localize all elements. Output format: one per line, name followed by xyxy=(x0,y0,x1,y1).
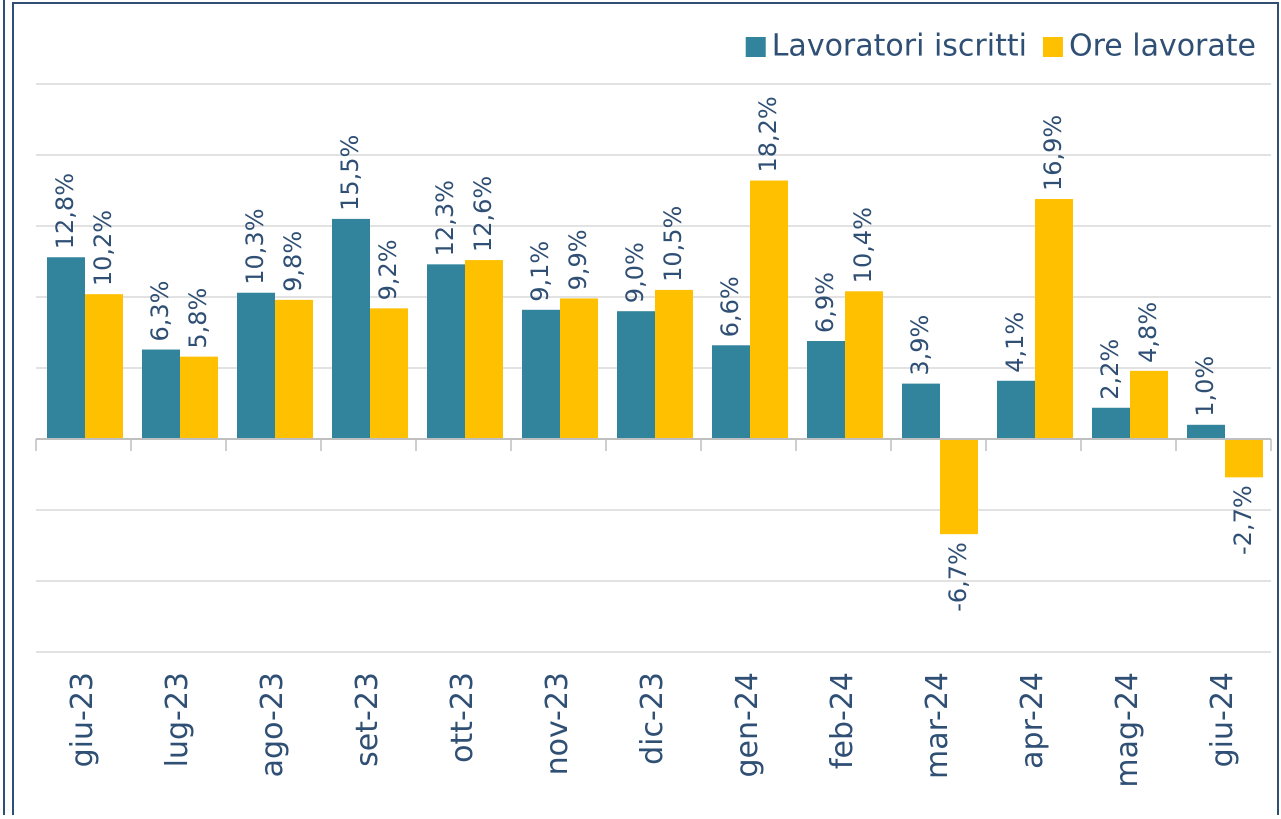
data-label: 2,2% xyxy=(1096,339,1124,400)
data-label: 4,8% xyxy=(1134,302,1162,363)
data-label: 9,8% xyxy=(279,231,307,292)
bar xyxy=(1187,424,1225,439)
x-tick-label: apr-24 xyxy=(1015,672,1050,769)
x-tick-label: set-23 xyxy=(350,672,385,767)
x-tick-label: dic-23 xyxy=(635,672,670,765)
bar xyxy=(275,299,313,439)
data-label: 10,3% xyxy=(241,208,269,284)
bar xyxy=(997,380,1035,439)
bar xyxy=(332,218,370,439)
data-label: 12,6% xyxy=(469,176,497,252)
legend-swatch xyxy=(745,37,766,57)
data-label: 15,5% xyxy=(336,135,364,211)
data-label: 10,4% xyxy=(849,207,877,283)
bar xyxy=(1035,199,1073,439)
bar xyxy=(845,291,883,439)
bar xyxy=(940,439,978,535)
bar xyxy=(807,341,845,439)
legend-label: Ore lavorate xyxy=(1069,29,1256,64)
bar xyxy=(237,292,275,439)
bar xyxy=(1130,370,1168,439)
bar xyxy=(47,257,85,439)
x-tick-label: ago-23 xyxy=(255,672,290,777)
bar xyxy=(465,260,503,439)
data-label: 12,8% xyxy=(51,173,79,249)
bar xyxy=(522,309,560,439)
data-label: 3,9% xyxy=(906,315,934,376)
bar xyxy=(1092,407,1130,439)
x-tick-label: mag-24 xyxy=(1110,672,1145,788)
bar xyxy=(712,345,750,439)
data-label: -2,7% xyxy=(1229,485,1257,555)
x-tick-label: ott-23 xyxy=(445,672,480,763)
data-label: 6,9% xyxy=(811,272,839,333)
x-tick-label: gen-24 xyxy=(730,672,765,778)
bar xyxy=(902,383,940,439)
x-tick-label: lug-23 xyxy=(160,672,195,767)
x-tick-label: nov-23 xyxy=(540,672,575,775)
bar xyxy=(85,294,123,439)
data-label: 9,1% xyxy=(526,241,554,302)
legend: Ore lavorate Lavoratori iscritti xyxy=(745,29,1256,64)
x-tick-label: giu-24 xyxy=(1205,672,1240,767)
legend-label: Lavoratori iscritti xyxy=(772,29,1027,64)
bar xyxy=(617,311,655,439)
data-label: 18,2% xyxy=(754,96,782,172)
bar xyxy=(1225,439,1263,478)
bar xyxy=(655,289,693,439)
data-label: 9,0% xyxy=(621,242,649,303)
data-label: 4,1% xyxy=(1001,312,1029,373)
data-label: 5,8% xyxy=(184,288,212,349)
data-label: 9,2% xyxy=(374,239,402,300)
data-label: -6,7% xyxy=(944,542,972,612)
data-label: 10,5% xyxy=(659,206,687,282)
bar xyxy=(180,356,218,439)
data-label: 12,3% xyxy=(431,180,459,256)
frame xyxy=(12,2,1279,819)
bar xyxy=(560,298,598,439)
bar xyxy=(370,308,408,439)
x-tick-label: giu-23 xyxy=(65,672,100,767)
data-label: 6,3% xyxy=(146,281,174,342)
x-tick-label: feb-24 xyxy=(825,672,860,769)
legend-swatch xyxy=(1042,37,1063,57)
data-label: 6,6% xyxy=(716,276,744,337)
data-label: 9,9% xyxy=(564,229,592,290)
bar xyxy=(750,180,788,439)
x-tick-label: mar-24 xyxy=(920,672,955,779)
data-label: 10,2% xyxy=(89,210,117,286)
bar xyxy=(427,264,465,439)
bar xyxy=(142,349,180,439)
data-label: 16,9% xyxy=(1039,115,1067,191)
data-label: 1,0% xyxy=(1191,356,1219,417)
